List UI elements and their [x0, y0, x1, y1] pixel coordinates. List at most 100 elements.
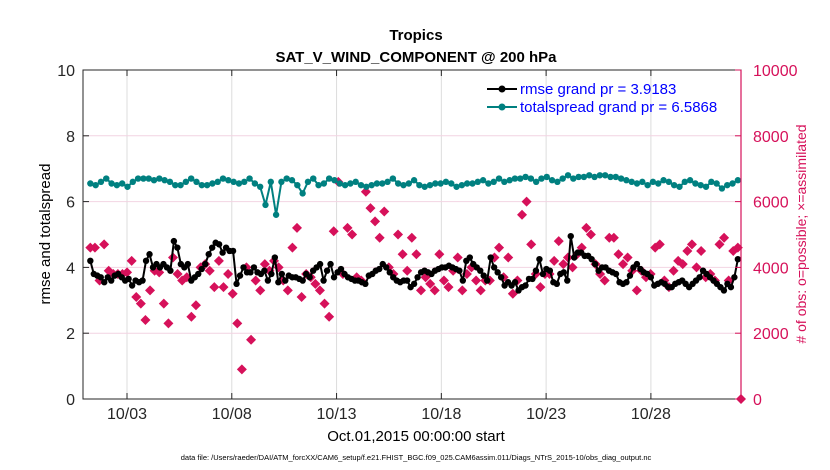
- obs-marker: [158, 298, 169, 309]
- data-point: [182, 178, 190, 186]
- data-point: [198, 181, 205, 189]
- data-point: [336, 180, 343, 187]
- data-point: [145, 175, 152, 182]
- y-axis-left: 0 2 4 6 8 10: [57, 63, 89, 409]
- data-point: [421, 183, 428, 190]
- data-point: [271, 254, 279, 261]
- data-point: [167, 267, 174, 274]
- data-point: [410, 280, 418, 288]
- data-point: [559, 175, 566, 182]
- data-point: [156, 175, 163, 182]
- data-point: [195, 270, 202, 278]
- data-point: [379, 180, 386, 187]
- obs-marker: [167, 252, 178, 263]
- data-point: [591, 173, 598, 181]
- obs-marker: [126, 255, 137, 266]
- data-point: [522, 173, 529, 181]
- data-point: [591, 260, 599, 268]
- data-point: [580, 173, 588, 181]
- obs-marker: [452, 252, 463, 263]
- data-point: [267, 178, 274, 186]
- obs-marker: [135, 298, 146, 309]
- series-2: [85, 176, 743, 375]
- data-point: [702, 183, 710, 190]
- data-point: [727, 283, 735, 291]
- data-point: [320, 180, 328, 187]
- data-point: [490, 264, 498, 271]
- obs-marker: [677, 259, 688, 270]
- data-point: [209, 180, 216, 187]
- obs-marker: [186, 311, 197, 322]
- data-point: [124, 183, 131, 190]
- data-point: [376, 265, 383, 273]
- obs-marker: [287, 242, 298, 253]
- data-point: [456, 267, 463, 274]
- data-point: [564, 277, 571, 284]
- obs-marker: [691, 262, 702, 273]
- data-point: [665, 178, 673, 186]
- obs-marker: [163, 318, 174, 329]
- obs-marker: [682, 245, 693, 256]
- data-point: [320, 277, 327, 284]
- plot-area: [85, 172, 743, 375]
- y-axis-right: 0 2000 4000 6000 8000 10000: [735, 63, 798, 409]
- obs-marker: [567, 262, 578, 273]
- data-point: [236, 272, 244, 279]
- legend-label-rmse: rmse grand pr = 3.9183: [520, 81, 676, 98]
- data-point: [487, 254, 494, 261]
- data-point: [554, 178, 561, 186]
- data-point: [264, 277, 272, 284]
- data-point: [174, 244, 181, 251]
- data-point: [485, 180, 492, 187]
- data-point: [146, 251, 153, 258]
- obs-marker: [255, 285, 266, 296]
- y-right-tick-label: 2000: [753, 326, 789, 343]
- data-point: [522, 282, 529, 289]
- data-point: [214, 178, 221, 186]
- data-point: [310, 175, 317, 182]
- y-right-tick-label: 10000: [753, 63, 798, 80]
- obs-marker: [213, 255, 224, 266]
- data-point: [272, 211, 280, 218]
- y-axis-right-label: # of obs: o=possible; ×=assimilated: [793, 124, 809, 343]
- data-point: [250, 264, 258, 271]
- y-axis-label: rmse and totalspread: [37, 164, 54, 305]
- data-point: [575, 173, 582, 181]
- data-point: [697, 181, 704, 189]
- data-point: [586, 172, 593, 179]
- data-file-footnote: data file: /Users/raeder/DAI/ATM_forcXX/…: [181, 453, 652, 462]
- data-point: [588, 255, 595, 263]
- data-point: [469, 180, 476, 187]
- obs-marker: [457, 285, 468, 296]
- data-point: [490, 178, 497, 186]
- data-point: [570, 175, 577, 182]
- obs-marker: [429, 285, 440, 296]
- data-point: [261, 267, 268, 274]
- data-point: [87, 257, 94, 265]
- data-point: [400, 181, 407, 189]
- data-point: [113, 181, 121, 189]
- data-point: [193, 178, 200, 186]
- data-point: [497, 274, 505, 281]
- obs-marker: [347, 229, 358, 240]
- data-point: [278, 178, 285, 186]
- data-point: [203, 181, 211, 189]
- x-tick-label: 10/03: [107, 406, 147, 423]
- data-point: [161, 177, 168, 184]
- obs-marker: [668, 265, 679, 276]
- data-point: [187, 175, 195, 182]
- data-point: [225, 177, 232, 184]
- data-point: [517, 175, 524, 182]
- data-point: [607, 173, 614, 181]
- obs-marker: [402, 265, 413, 276]
- obs-marker: [232, 318, 243, 329]
- data-point: [352, 178, 359, 186]
- y-tick-label: 2: [66, 326, 75, 343]
- data-point: [230, 178, 237, 186]
- obs-marker: [443, 282, 454, 293]
- x-tick-label: 10/18: [421, 406, 461, 423]
- data-point: [229, 247, 237, 255]
- data-point: [480, 272, 487, 279]
- data-point: [241, 178, 248, 186]
- data-point: [331, 177, 338, 184]
